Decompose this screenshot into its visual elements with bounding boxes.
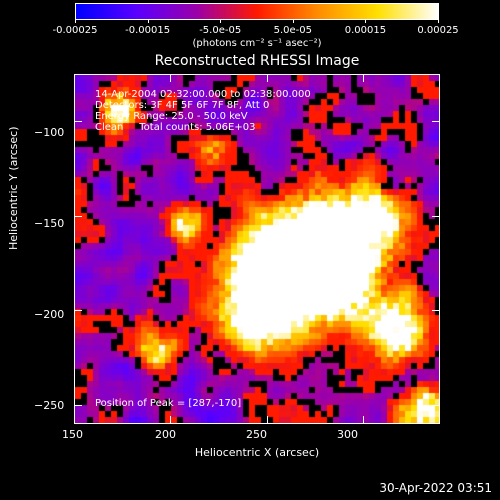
colorbar-tick [220,19,222,23]
info-line-energy: Energy Range: 25.0 - 50.0 keV [95,111,248,122]
y-axis-label: Heliocentric Y (arcsec) [7,126,20,250]
colorbar-tick-label: -5.0e-05 [199,25,242,36]
colorbar-tick-label: 0.00015 [344,25,387,36]
plot-title: Reconstructed RHESSI Image [154,53,360,69]
axis-tick [74,310,82,312]
axis-tick [266,74,268,82]
axis-tick [74,215,82,217]
axis-tick [362,416,364,424]
axis-tick [74,405,82,407]
info-line-counts: Clean Total counts: 5.06E+03 [95,122,256,133]
timestamp: 30-Apr-2022 03:51 [379,481,492,495]
axis-tick [74,74,75,82]
peak-position-label: Position of Peak = [287,-170] [95,398,242,409]
y-tick-label: −150 [34,217,65,230]
colorbar-units-label: (photons cm⁻² s⁻¹ asec⁻²) [192,38,322,49]
colorbar-tick [365,19,367,23]
colorbar-tick [75,19,76,23]
info-line-time: 14-Apr-2004 02:32:00.000 to 02:38:00.000 [95,89,311,100]
x-tick-label: 200 [155,428,176,441]
x-tick-label: 300 [337,428,358,441]
colorbar-tick-label: 0.00025 [417,25,459,36]
axis-tick [74,416,75,424]
y-tick-label: −250 [34,399,65,412]
axis-tick [432,121,440,123]
axis-tick [170,416,172,424]
y-tick-label: −100 [34,126,65,139]
info-line-detectors: Detectors: 3F 4F 5F 6F 7F 8F, Att 0 [95,100,270,111]
colorbar-tick-label: -0.00015 [125,25,171,36]
axis-tick [432,215,440,217]
x-axis-label: Heliocentric X (arcsec) [194,446,320,459]
heatmap-image [75,75,439,423]
plot-area: 14-Apr-2004 02:32:00.000 to 02:38:00.000… [74,74,440,424]
axis-tick [74,121,82,123]
axis-tick [266,416,268,424]
colorbar-tick-label: -0.00025 [52,25,98,36]
colorbar-tick [438,19,439,23]
axis-tick [362,74,364,82]
colorbar-tick [292,19,294,23]
axis-tick [432,405,440,407]
x-tick-label: 250 [246,428,267,441]
y-tick-label: −200 [34,308,65,321]
axis-tick [432,310,440,312]
colorbar [75,3,439,20]
colorbar-tick-label: 5.0e-05 [273,25,312,36]
x-tick-label: 150 [62,428,83,441]
colorbar-tick [147,19,149,23]
axis-tick [170,74,172,82]
